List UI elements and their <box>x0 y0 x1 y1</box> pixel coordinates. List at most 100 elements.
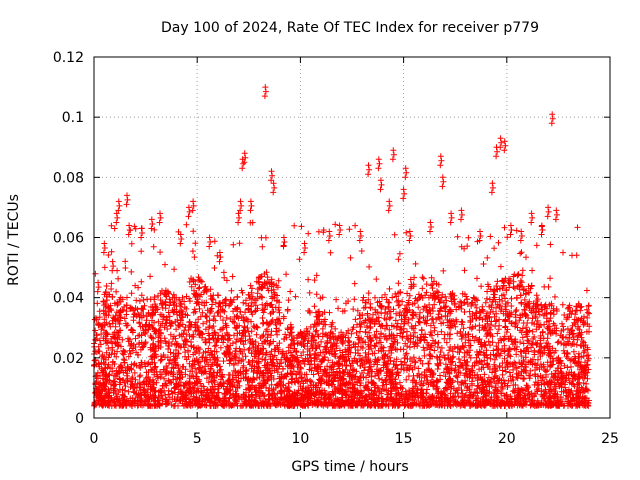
data-point <box>224 378 231 385</box>
data-point <box>584 375 591 382</box>
data-point <box>568 363 574 370</box>
data-point <box>586 323 593 330</box>
data-point <box>584 361 591 368</box>
data-point <box>367 318 374 325</box>
data-point <box>362 328 369 335</box>
data-point <box>188 283 195 290</box>
data-point <box>119 350 126 357</box>
data-point <box>493 283 500 289</box>
data-point <box>297 401 304 408</box>
data-point <box>179 294 186 301</box>
data-point <box>259 356 266 363</box>
data-point <box>233 345 240 352</box>
data-point <box>564 325 571 332</box>
data-point <box>240 371 247 378</box>
data-point <box>483 347 490 354</box>
data-point <box>214 361 221 367</box>
data-point <box>454 349 461 355</box>
data-point <box>451 321 458 327</box>
data-point <box>171 355 178 362</box>
data-point <box>137 384 144 391</box>
data-point <box>467 342 474 349</box>
data-point <box>136 320 143 327</box>
data-point <box>427 346 433 353</box>
data-point <box>420 314 427 321</box>
data-point <box>112 385 119 392</box>
data-point <box>119 386 126 393</box>
data-point <box>393 310 400 317</box>
data-point <box>248 350 255 356</box>
data-point <box>394 369 401 375</box>
data-point <box>301 392 308 399</box>
data-point <box>266 341 273 348</box>
data-point <box>94 372 101 379</box>
data-point <box>533 364 540 371</box>
data-point <box>572 311 579 318</box>
data-point <box>406 344 413 351</box>
data-point <box>468 378 475 385</box>
data-point <box>279 365 286 372</box>
data-point <box>547 363 554 370</box>
data-point <box>274 284 281 291</box>
data-point <box>172 359 179 366</box>
data-point <box>129 347 136 354</box>
data-point <box>377 302 384 309</box>
data-point <box>536 323 543 330</box>
data-point <box>384 391 391 398</box>
data-point <box>517 292 524 299</box>
data-point <box>116 334 123 341</box>
data-point <box>182 324 189 331</box>
data-point <box>194 385 201 392</box>
data-point <box>559 373 566 380</box>
data-point <box>200 320 207 327</box>
data-point <box>517 277 524 284</box>
data-point <box>109 347 116 353</box>
data-point <box>230 362 237 368</box>
data-point <box>472 323 479 330</box>
data-point <box>571 371 578 378</box>
data-point <box>295 368 302 375</box>
data-point <box>203 313 210 320</box>
data-point <box>122 383 129 390</box>
data-point <box>428 316 435 323</box>
data-point <box>456 356 462 362</box>
data-point <box>147 377 154 384</box>
data-point <box>345 401 351 407</box>
data-point <box>116 375 123 382</box>
data-point <box>172 318 179 325</box>
data-point <box>199 354 206 360</box>
data-point <box>345 380 352 387</box>
data-point <box>399 334 406 341</box>
data-point <box>534 401 541 408</box>
data-point <box>414 297 420 304</box>
data-point <box>203 402 209 409</box>
data-point <box>561 312 568 318</box>
data-point <box>528 358 534 364</box>
data-point <box>444 322 451 329</box>
data-point <box>409 301 416 308</box>
data-point <box>152 351 159 358</box>
data-point <box>493 393 500 400</box>
data-point <box>421 337 428 344</box>
data-point <box>350 388 357 395</box>
data-point <box>569 331 576 338</box>
data-point <box>211 348 218 355</box>
data-point <box>124 370 131 377</box>
data-point <box>201 302 208 309</box>
data-point <box>499 367 506 374</box>
data-point <box>276 375 283 382</box>
data-point <box>462 402 469 409</box>
data-point <box>438 328 445 335</box>
data-point <box>374 361 381 368</box>
data-point <box>276 299 283 306</box>
data-point <box>354 321 360 328</box>
data-point <box>486 325 493 331</box>
data-point <box>271 346 278 353</box>
data-point <box>405 402 412 409</box>
data-point <box>273 325 280 332</box>
data-point <box>115 343 121 350</box>
data-point <box>298 365 305 372</box>
data-point <box>524 320 531 326</box>
data-point <box>473 304 480 311</box>
data-point <box>227 316 234 322</box>
